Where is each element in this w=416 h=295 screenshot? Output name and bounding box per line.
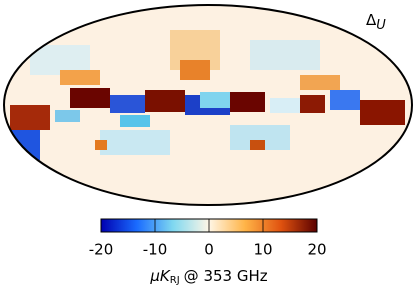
map-title: ΔU: [366, 11, 386, 33]
map-outline: [3, 4, 413, 206]
tick-label: 20: [307, 241, 326, 259]
title-sub: U: [376, 18, 386, 33]
title: Δ: [366, 11, 377, 29]
colorbar-label: μKRJ @ 353 GHz: [149, 267, 267, 287]
label: μK: [149, 267, 171, 285]
tick-label: -20: [89, 241, 114, 259]
label-rest: @ 353 GHz: [184, 267, 268, 285]
tick-label: 0: [204, 241, 214, 259]
tick-label: -10: [143, 241, 168, 259]
label-sub: RJ: [170, 275, 180, 286]
sky-map: [4, 5, 412, 205]
tick-label: 10: [253, 241, 272, 259]
